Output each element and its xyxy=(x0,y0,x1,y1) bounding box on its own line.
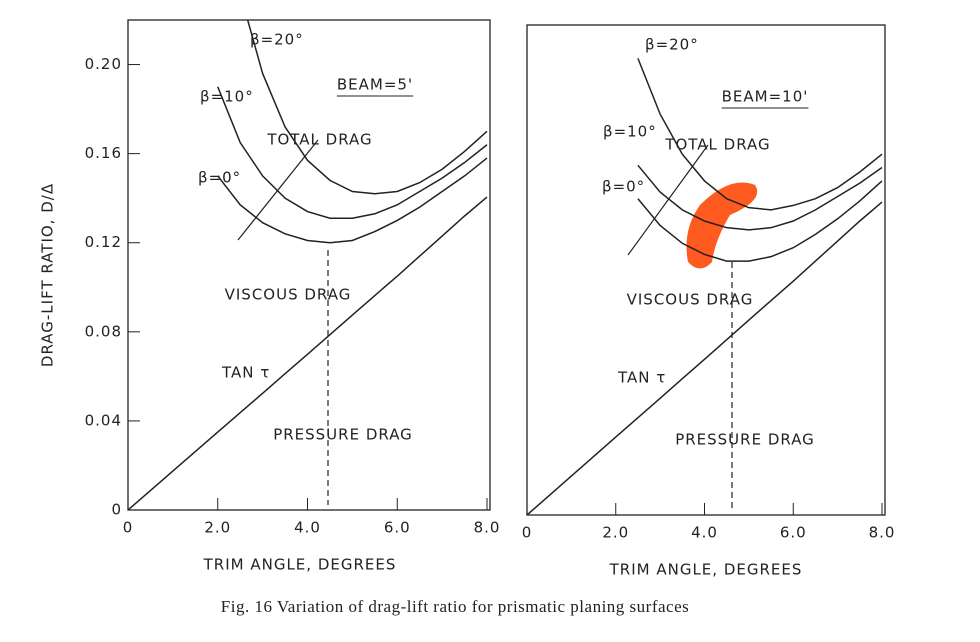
x-tick-label: 4.0 xyxy=(294,519,321,537)
x-tick-label: 2.0 xyxy=(602,524,629,542)
series-label: TAN τ xyxy=(221,364,270,382)
x-tick-label: 8.0 xyxy=(869,524,896,542)
y-tick-label: 0.08 xyxy=(85,322,122,340)
series-label: β=10° xyxy=(200,88,254,106)
series-label: β=0° xyxy=(602,178,645,196)
y-tick-label: 0 xyxy=(111,501,122,519)
annotation: BEAM=10' xyxy=(722,88,809,106)
x-tick-label: 4.0 xyxy=(691,524,718,542)
curve xyxy=(217,86,488,219)
leader-line xyxy=(627,144,709,256)
curve xyxy=(637,58,883,211)
x-tick-label: 2.0 xyxy=(204,519,231,537)
x-axis-label: TRIM ANGLE, DEGREES xyxy=(609,561,803,579)
curve xyxy=(637,164,883,231)
annotation: BEAM=5' xyxy=(337,76,413,94)
annotation: PRESSURE DRAG xyxy=(273,426,413,444)
y-tick-label: 0.16 xyxy=(85,144,122,162)
y-tick-label: 0.12 xyxy=(85,233,122,251)
plot-frame xyxy=(526,24,886,516)
y-tick-label: 0.04 xyxy=(85,411,122,429)
curve xyxy=(128,196,488,510)
y-tick-label: 0.20 xyxy=(85,55,122,73)
x-tick-label: 6.0 xyxy=(384,519,411,537)
x-tick-label: 0 xyxy=(123,519,134,537)
series-label: β=0° xyxy=(198,169,241,187)
annotation: TOTAL DRAG xyxy=(266,131,372,149)
annotation: VISCOUS DRAG xyxy=(225,286,352,304)
series-label: β=10° xyxy=(603,123,657,141)
x-tick-label: 6.0 xyxy=(780,524,807,542)
series-label: β=20° xyxy=(250,31,304,49)
x-axis-label: TRIM ANGLE, DEGREES xyxy=(203,556,397,574)
annotation: VISCOUS DRAG xyxy=(627,291,754,309)
x-tick-label: 8.0 xyxy=(474,519,501,537)
series-label: β=20° xyxy=(645,36,699,54)
annotation: PRESSURE DRAG xyxy=(675,431,815,449)
curve xyxy=(217,157,488,244)
annotation: TOTAL DRAG xyxy=(664,136,770,154)
series-label: TAN τ xyxy=(617,369,666,387)
x-tick-label: 0 xyxy=(522,524,533,542)
curve xyxy=(527,201,883,515)
leader-line xyxy=(237,139,319,241)
y-axis-label: DRAG-LIFT RATIO, D/Δ xyxy=(39,183,57,367)
plot-frame xyxy=(127,19,491,511)
curve xyxy=(637,180,883,262)
caption: Fig. 16 Variation of drag-lift ratio for… xyxy=(221,597,689,616)
curve xyxy=(246,20,488,195)
